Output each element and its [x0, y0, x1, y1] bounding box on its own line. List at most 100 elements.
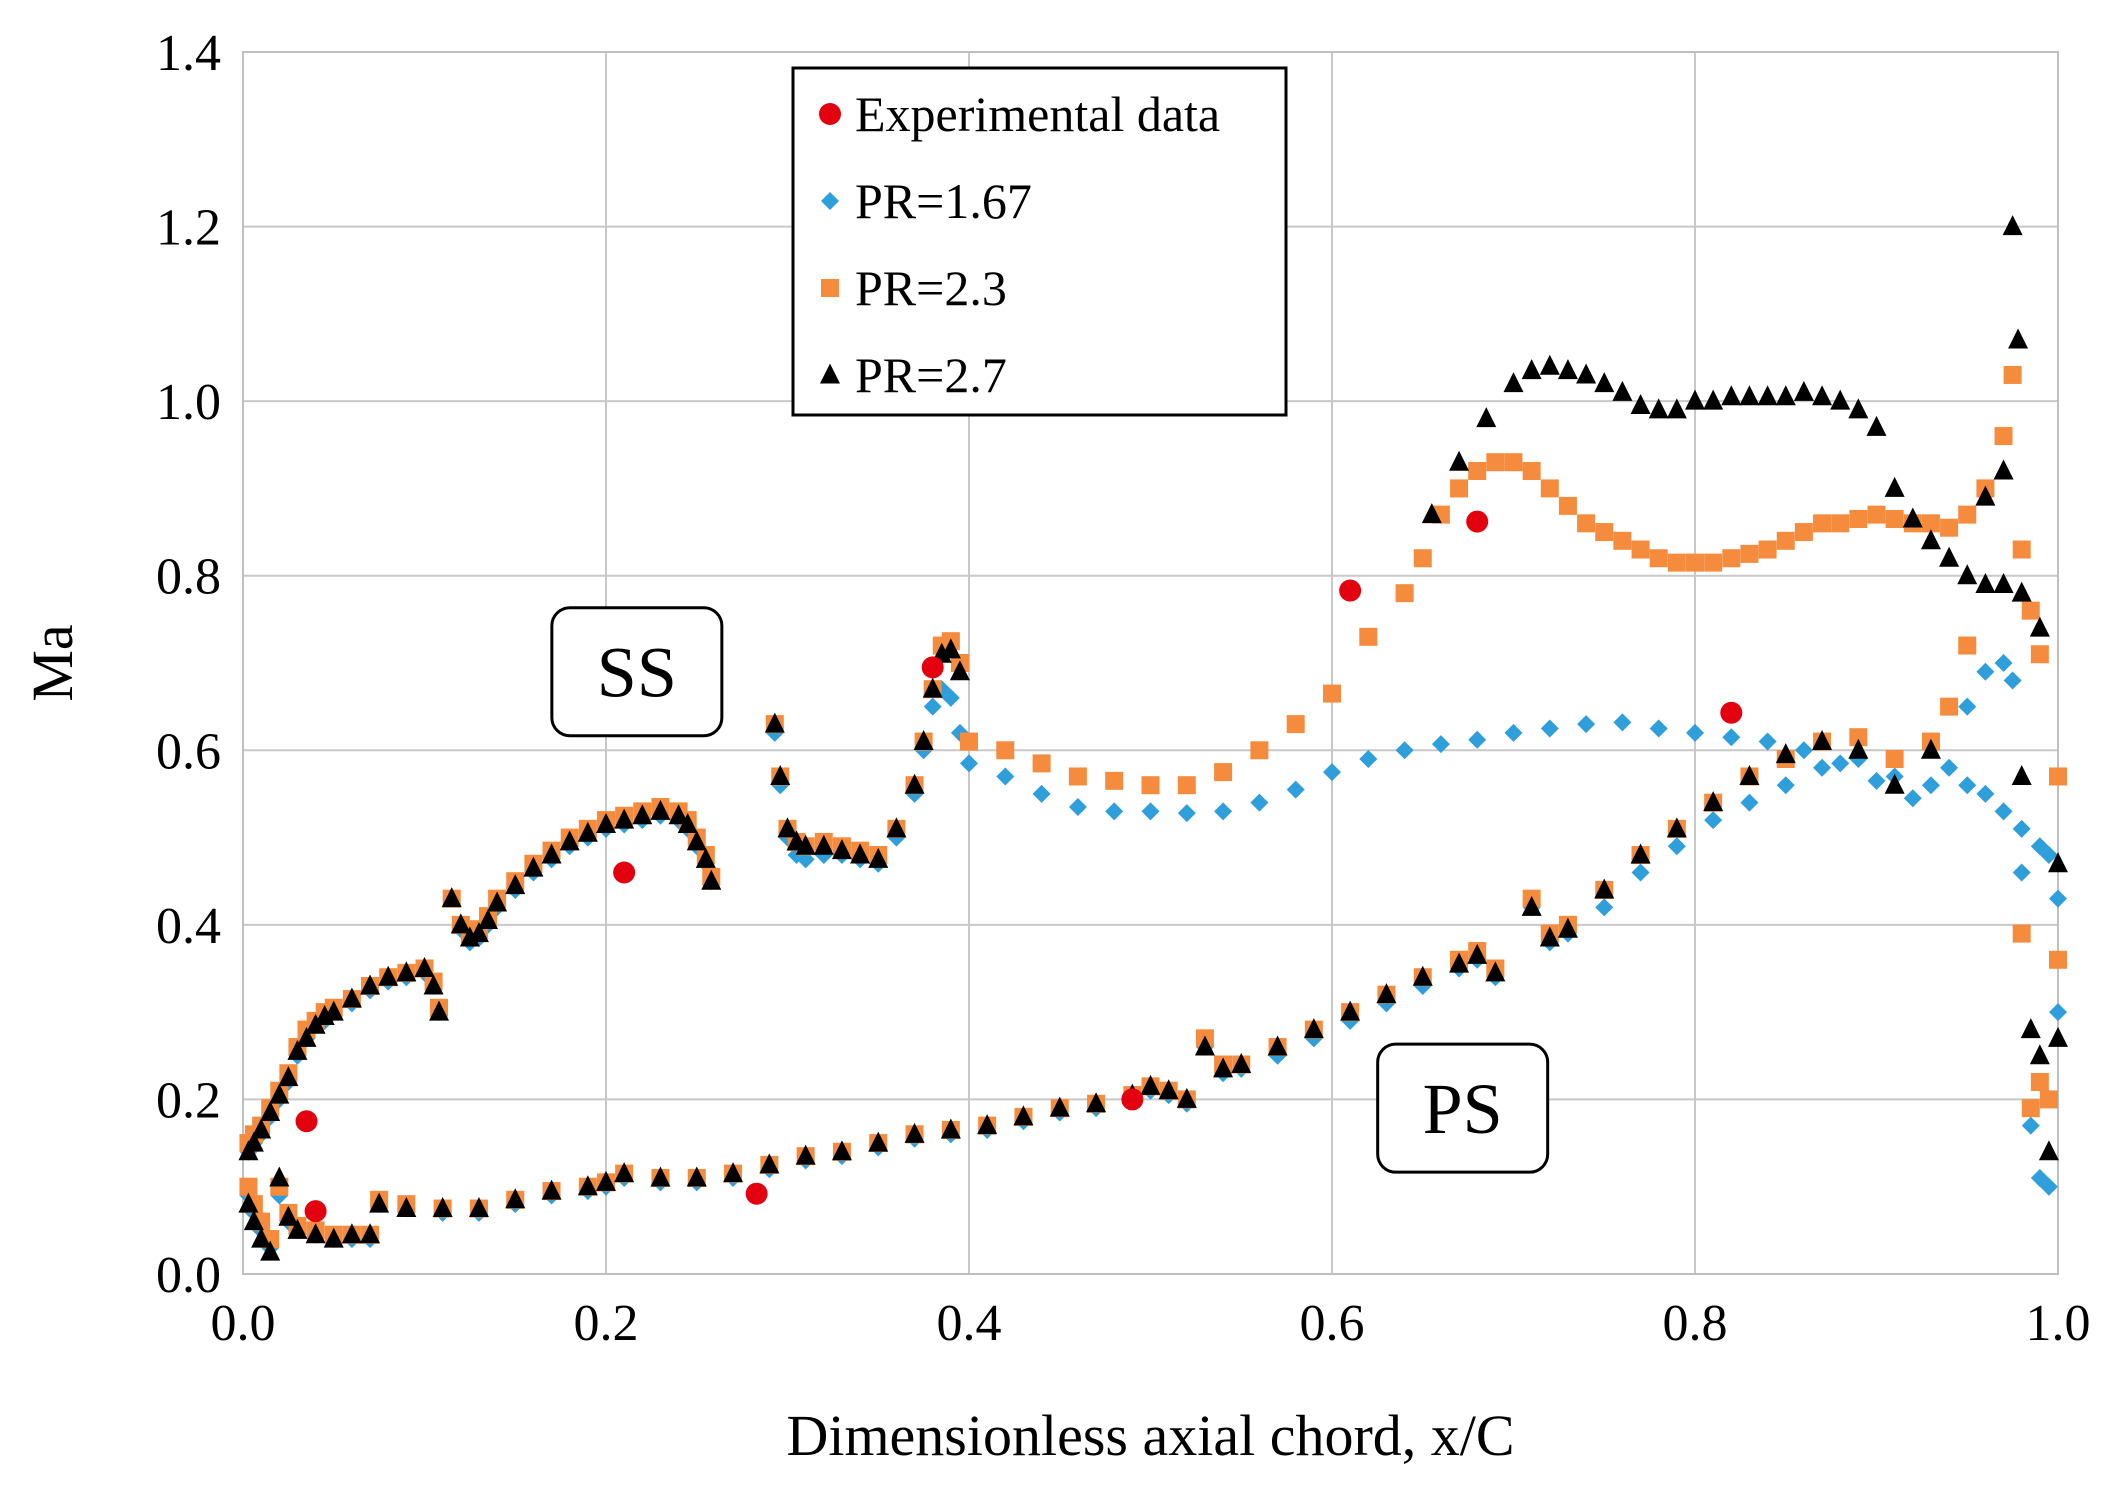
triangle-data-point	[1594, 878, 1615, 899]
data-markers	[238, 215, 2068, 1261]
triangle-data-point	[414, 957, 435, 977]
circle-data-point	[1466, 510, 1489, 533]
square-data-point	[1068, 767, 1087, 786]
triangle-data-point	[764, 712, 785, 733]
annotation-box	[550, 606, 724, 738]
square-data-point	[1486, 453, 1505, 472]
diamond-data-point	[1958, 776, 1977, 795]
diamond-data-point	[1068, 798, 1087, 817]
diamond-data-point	[1504, 723, 1523, 742]
diamond-data-point	[1595, 898, 1614, 917]
triangle-data-point	[686, 830, 707, 851]
triangle-data-point	[260, 1240, 281, 1261]
square-data-point	[996, 741, 1015, 760]
y-tick-label: 1.2	[156, 200, 221, 257]
triangle-data-point	[1939, 546, 1960, 567]
triangle-data-point	[1975, 572, 1996, 593]
triangle-data-point	[1539, 354, 1560, 375]
diamond-data-point	[1758, 732, 1777, 751]
triangle-data-point	[441, 887, 462, 908]
triangle-data-point	[577, 821, 598, 842]
square-data-point	[1885, 750, 1904, 769]
diamond-data-point	[1903, 789, 1922, 808]
triangle-data-point	[432, 1197, 453, 1218]
circle-data-point	[745, 1182, 768, 1205]
square-data-point	[1540, 479, 1559, 498]
triangle-data-point	[1648, 398, 1669, 419]
diamond-data-point	[2030, 837, 2049, 856]
triangle-data-point	[505, 874, 526, 895]
triangle-data-point	[668, 804, 689, 825]
triangle-data-point	[468, 1197, 489, 1218]
triangle-data-point	[369, 1192, 390, 1213]
legend-label: PR=1.67	[855, 173, 1032, 229]
triangle-data-point	[2011, 581, 2032, 602]
square-data-point	[2030, 1072, 2049, 1091]
square-data-point	[1413, 549, 1432, 568]
square-data-point	[1667, 553, 1686, 572]
triangle-data-point	[1521, 895, 1542, 916]
legend: Experimental data PR=1.67 PR=2.3 PR=2.7	[791, 66, 1288, 417]
square-data-point	[2012, 924, 2031, 943]
square-data-point	[1558, 496, 1577, 515]
triangle-data-point	[269, 1083, 290, 1104]
diamond-data-point	[1994, 802, 2013, 821]
triangle-data-point	[1503, 372, 1524, 393]
square-data-point	[1758, 540, 1777, 559]
y-axis-tick-labels: 0.0 0.2 0.4 0.6 0.8 1.0 1.2 1.4	[156, 25, 221, 1304]
square-data-point	[2039, 1090, 2058, 1109]
triangle-data-point	[478, 908, 499, 929]
y-tick-label: 0.4	[156, 898, 221, 955]
triangle-data-point	[1194, 1035, 1215, 1056]
annotation-ps: PS	[1423, 1069, 1503, 1149]
square-data-point	[1613, 531, 1632, 550]
diamond-data-point	[1813, 758, 1832, 777]
diamond-data-point	[1540, 719, 1559, 738]
circle-data-point	[1339, 579, 1362, 602]
circle-data-point	[1720, 701, 1743, 724]
square-data-point	[239, 1177, 258, 1196]
triangle-data-point	[323, 1227, 344, 1248]
triangle-data-point	[1739, 764, 1760, 785]
diamond-data-point	[1105, 802, 1124, 821]
triangle-data-point	[1884, 773, 1905, 794]
diamond-data-point	[1921, 776, 1940, 795]
diamond-data-point	[1214, 802, 1233, 821]
triangle-data-point	[1975, 485, 1996, 506]
triangle-data-point	[2029, 616, 2050, 637]
triangle-data-point	[523, 856, 544, 877]
triangle-data-point	[1775, 743, 1796, 764]
triangle-data-point	[1993, 572, 2014, 593]
triangle-data-point	[2048, 1026, 2068, 1047]
square-data-point	[1831, 514, 1850, 533]
y-tick-label: 0.6	[156, 723, 221, 780]
triangle-data-point	[287, 1218, 308, 1239]
triangle-data-point	[487, 891, 508, 912]
triangle-data-point	[686, 1166, 707, 1187]
triangle-data-point	[1521, 359, 1542, 380]
triangle-data-point	[429, 1000, 450, 1021]
square-data-point	[1940, 697, 1959, 716]
triangle-data-point	[831, 839, 852, 860]
square-data-point	[1849, 509, 1868, 528]
annotation-ss: SS	[597, 633, 677, 713]
diamond-data-point	[2039, 1177, 2058, 1196]
triangle-data-point	[1539, 926, 1560, 947]
triangle-data-point	[596, 1170, 616, 1191]
triangle-data-point	[1666, 398, 1687, 419]
triangle-data-point	[1685, 389, 1705, 410]
triangle-data-point	[813, 834, 834, 855]
diamond-data-point	[1976, 784, 1995, 803]
diamond-data-point	[1395, 741, 1414, 760]
diamond-data-point	[1740, 793, 1759, 812]
triangle-data-point	[1957, 564, 1978, 585]
triangle-data-point	[614, 808, 635, 829]
triangle-data-point	[1421, 503, 1442, 524]
legend-label: PR=2.7	[855, 347, 1007, 403]
circle-data-point	[921, 656, 944, 679]
legend-circle-icon	[819, 103, 841, 125]
square-data-point	[1395, 584, 1414, 603]
triangle-data-point	[1612, 380, 1633, 401]
diamond-data-point	[2039, 846, 2058, 865]
diamond-data-point	[1032, 784, 1051, 803]
